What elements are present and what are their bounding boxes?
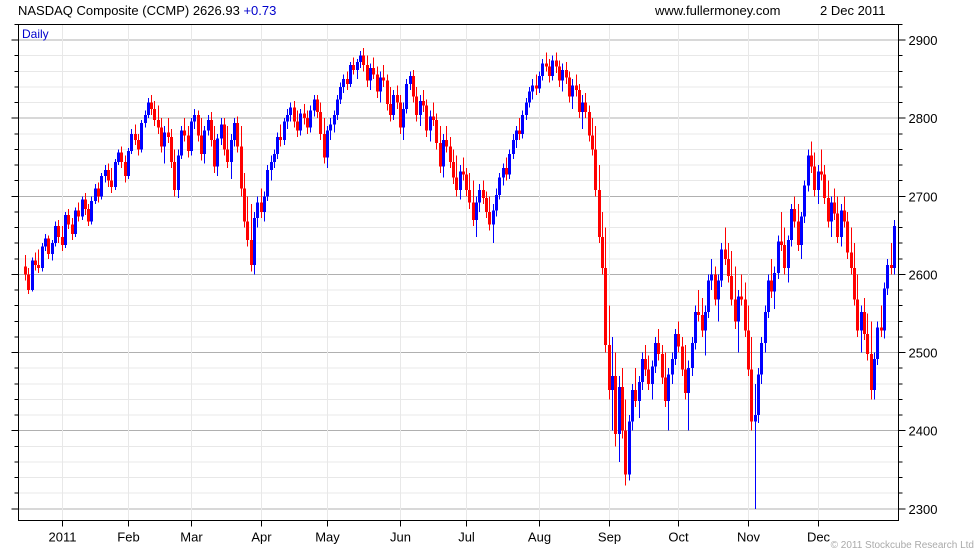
svg-text:Aug: Aug [528,530,551,545]
svg-text:Oct: Oct [668,530,689,545]
svg-text:Jun: Jun [390,530,411,545]
plot-frame [18,24,899,521]
svg-text:Mar: Mar [180,530,203,545]
svg-text:2900: 2900 [909,33,938,48]
as-of-date: 2 Dec 2011 [820,3,886,18]
svg-text:Apr: Apr [251,530,272,545]
grid-minor [18,24,899,494]
svg-text:2500: 2500 [909,346,938,361]
svg-text:Nov: Nov [737,530,761,545]
chart-title: NASDAQ Composite (CCMP) 2626.93 +0.73 [18,3,276,18]
candlestick-series [24,47,896,509]
svg-text:2011: 2011 [49,530,77,545]
instrument-name: NASDAQ Composite (CCMP) [18,3,190,18]
svg-text:Feb: Feb [117,530,139,545]
last-price: 2626.93 [192,3,240,18]
svg-text:Dec: Dec [807,530,831,545]
copyright-footer: © 2011 Stockcube Research Ltd [830,540,974,551]
price-change: +0.73 [243,3,277,18]
svg-text:Sep: Sep [598,530,621,545]
svg-text:2400: 2400 [909,424,938,439]
grid-vertical-months [62,24,819,521]
svg-text:2700: 2700 [909,189,938,204]
svg-text:May: May [315,530,340,545]
svg-text:2800: 2800 [909,111,938,126]
x-axis-ticks [62,520,819,527]
svg-text:2600: 2600 [909,267,938,282]
svg-text:2300: 2300 [909,502,938,517]
y-axis-labels: 2900 2800 2700 2600 2500 2400 2300 [909,33,938,517]
source-website: www.fullermoney.com [655,3,781,18]
grid-major [18,39,899,510]
svg-text:Jul: Jul [458,530,475,545]
interval-label: Daily [22,27,49,41]
x-axis-labels: 2011 Feb Mar Apr May Jun Jul Aug Sep Oct Nov Dec [49,530,831,545]
y-axis-ticks [11,24,906,510]
